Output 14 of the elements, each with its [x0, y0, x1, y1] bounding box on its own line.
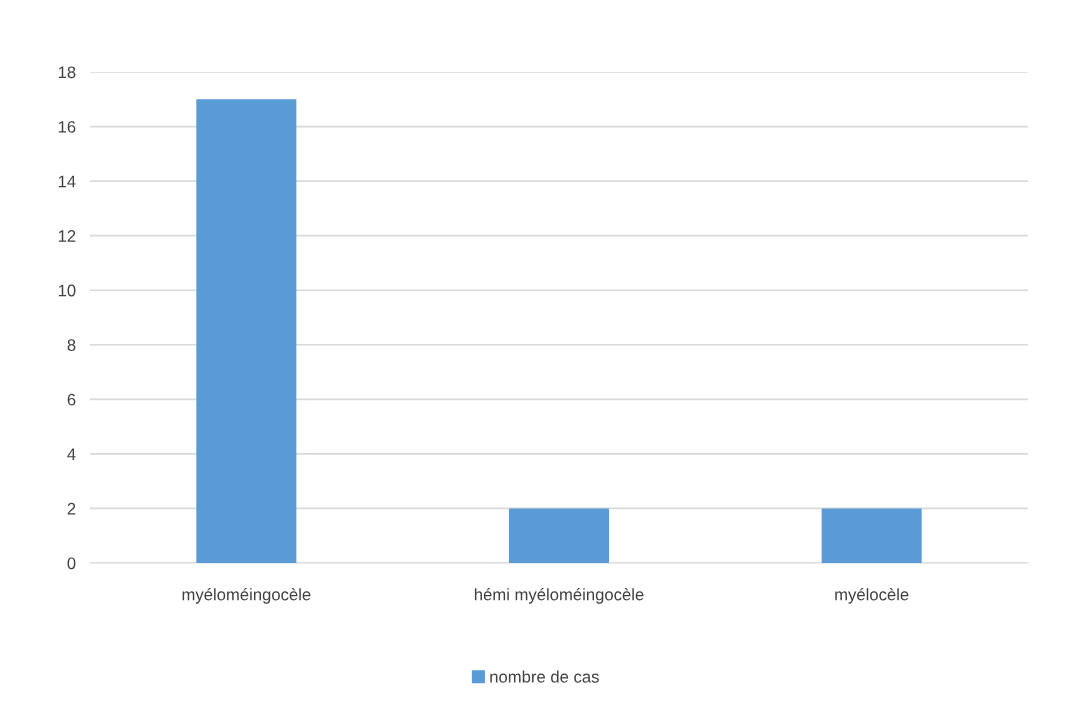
y-tick-label: 8	[67, 339, 76, 351]
y-tick-label: 0	[67, 557, 76, 570]
y-tick-label: 14	[58, 175, 76, 188]
y-tick-label: 12	[58, 230, 76, 242]
x-tick-label: myélocèle	[835, 588, 909, 604]
x-tick-label: myéloméingocèle	[182, 588, 311, 604]
legend-label: nombre de cas	[490, 670, 599, 683]
x-tick-label: hémi myéloméingocèle	[474, 588, 644, 604]
y-tick-label: 2	[67, 502, 76, 515]
y-tick-label: 18	[58, 66, 76, 79]
y-tick-label: 10	[58, 284, 76, 297]
y-tick-label: 4	[67, 448, 76, 460]
y-tick-label: 6	[67, 393, 76, 406]
y-tick-label: 16	[58, 120, 76, 133]
